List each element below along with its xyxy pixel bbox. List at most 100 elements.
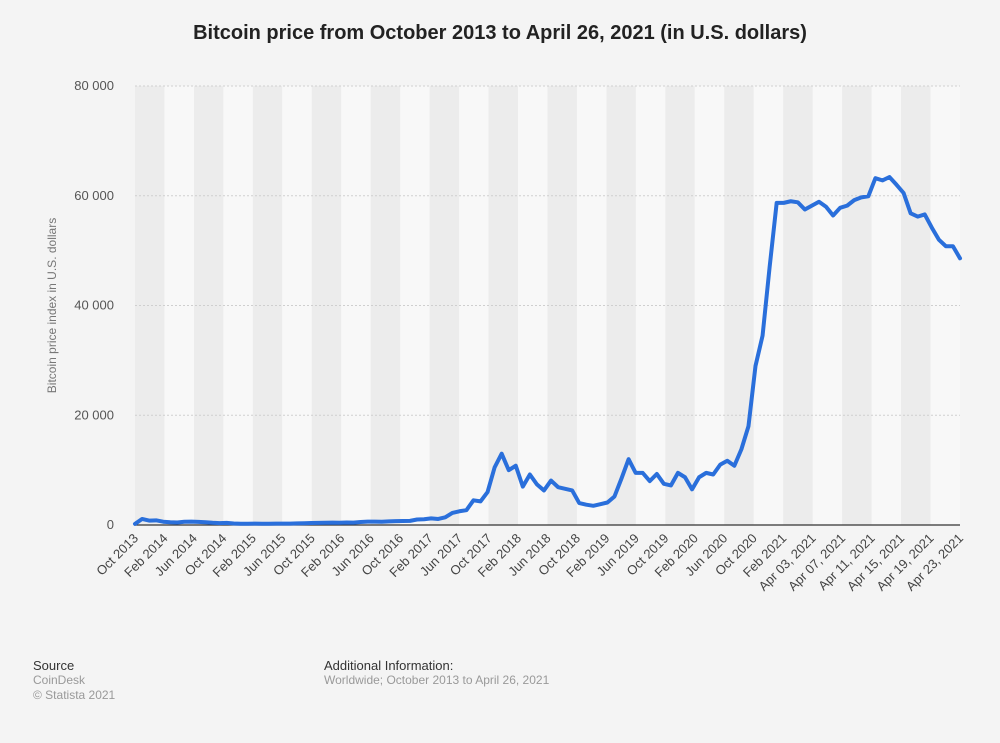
- data-point[interactable]: [909, 211, 913, 215]
- data-point[interactable]: [598, 502, 602, 506]
- data-point[interactable]: [196, 520, 200, 524]
- data-point[interactable]: [359, 520, 363, 524]
- data-point[interactable]: [852, 198, 856, 202]
- data-point[interactable]: [782, 201, 786, 205]
- data-point[interactable]: [154, 518, 158, 522]
- data-point[interactable]: [880, 178, 884, 182]
- data-point[interactable]: [288, 522, 292, 526]
- data-point[interactable]: [718, 463, 722, 467]
- data-point[interactable]: [859, 195, 863, 199]
- data-point[interactable]: [796, 200, 800, 204]
- data-point[interactable]: [697, 475, 701, 479]
- data-point[interactable]: [175, 521, 179, 525]
- data-point[interactable]: [493, 465, 497, 469]
- data-point[interactable]: [937, 238, 941, 242]
- data-point[interactable]: [211, 521, 215, 525]
- data-point[interactable]: [246, 522, 250, 526]
- data-point[interactable]: [570, 488, 574, 492]
- data-point[interactable]: [556, 485, 560, 489]
- data-point[interactable]: [330, 521, 334, 525]
- data-point[interactable]: [958, 256, 962, 260]
- data-point[interactable]: [535, 482, 539, 486]
- data-point[interactable]: [302, 521, 306, 525]
- data-point[interactable]: [739, 447, 743, 451]
- data-point[interactable]: [471, 498, 475, 502]
- data-point[interactable]: [415, 518, 419, 522]
- data-point[interactable]: [951, 244, 955, 248]
- data-point[interactable]: [316, 521, 320, 525]
- data-point[interactable]: [182, 520, 186, 524]
- data-point[interactable]: [486, 490, 490, 494]
- data-point[interactable]: [563, 487, 567, 491]
- data-point[interactable]: [902, 191, 906, 195]
- data-point[interactable]: [605, 501, 609, 505]
- data-point[interactable]: [337, 521, 341, 525]
- data-point[interactable]: [789, 199, 793, 203]
- data-point[interactable]: [584, 503, 588, 507]
- data-point[interactable]: [140, 517, 144, 521]
- data-point[interactable]: [457, 509, 461, 513]
- data-point[interactable]: [373, 520, 377, 524]
- data-point[interactable]: [676, 471, 680, 475]
- data-point[interactable]: [810, 204, 814, 208]
- data-point[interactable]: [612, 494, 616, 498]
- data-point[interactable]: [422, 517, 426, 521]
- data-point[interactable]: [394, 519, 398, 523]
- data-point[interactable]: [887, 175, 891, 179]
- data-point[interactable]: [507, 468, 511, 472]
- data-point[interactable]: [464, 508, 468, 512]
- data-point[interactable]: [845, 204, 849, 208]
- data-point[interactable]: [591, 504, 595, 508]
- data-point[interactable]: [408, 519, 412, 523]
- data-point[interactable]: [895, 183, 899, 187]
- data-point[interactable]: [267, 522, 271, 526]
- data-point[interactable]: [944, 244, 948, 248]
- data-point[interactable]: [204, 520, 208, 524]
- data-point[interactable]: [761, 334, 765, 338]
- data-point[interactable]: [634, 471, 638, 475]
- data-point[interactable]: [620, 476, 624, 480]
- data-point[interactable]: [479, 499, 483, 503]
- data-point[interactable]: [239, 522, 243, 526]
- data-point[interactable]: [873, 176, 877, 180]
- data-point[interactable]: [218, 521, 222, 525]
- data-point[interactable]: [641, 471, 645, 475]
- data-point[interactable]: [711, 473, 715, 477]
- data-point[interactable]: [323, 521, 327, 525]
- data-point[interactable]: [648, 479, 652, 483]
- data-point[interactable]: [577, 501, 581, 505]
- data-point[interactable]: [803, 207, 807, 211]
- data-point[interactable]: [930, 226, 934, 230]
- data-point[interactable]: [450, 511, 454, 515]
- data-point[interactable]: [923, 212, 927, 216]
- data-point[interactable]: [725, 459, 729, 463]
- data-point[interactable]: [662, 482, 666, 486]
- data-point[interactable]: [281, 522, 285, 526]
- data-point[interactable]: [168, 520, 172, 524]
- data-point[interactable]: [147, 519, 151, 523]
- data-point[interactable]: [436, 517, 440, 521]
- data-point[interactable]: [669, 483, 673, 487]
- data-point[interactable]: [232, 521, 236, 525]
- data-point[interactable]: [225, 521, 229, 525]
- data-point[interactable]: [133, 522, 137, 526]
- data-point[interactable]: [768, 265, 772, 269]
- data-point[interactable]: [704, 471, 708, 475]
- data-point[interactable]: [274, 522, 278, 526]
- data-point[interactable]: [866, 194, 870, 198]
- data-point[interactable]: [366, 520, 370, 524]
- data-point[interactable]: [549, 479, 553, 483]
- data-point[interactable]: [295, 521, 299, 525]
- data-point[interactable]: [352, 521, 356, 525]
- data-point[interactable]: [817, 200, 821, 204]
- data-point[interactable]: [514, 464, 518, 468]
- data-point[interactable]: [380, 520, 384, 524]
- data-point[interactable]: [838, 206, 842, 210]
- data-point[interactable]: [655, 472, 659, 476]
- data-point[interactable]: [746, 424, 750, 428]
- data-point[interactable]: [309, 521, 313, 525]
- data-point[interactable]: [443, 515, 447, 519]
- data-point[interactable]: [683, 475, 687, 479]
- data-point[interactable]: [775, 201, 779, 205]
- data-point[interactable]: [161, 520, 165, 524]
